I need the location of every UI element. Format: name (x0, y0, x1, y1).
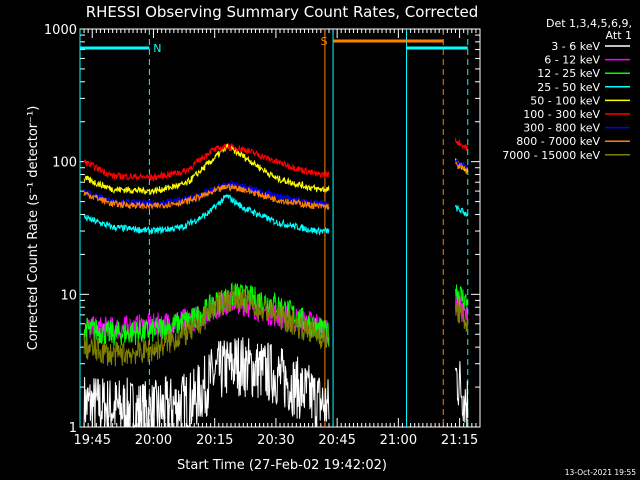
series-line (83, 337, 330, 429)
series-line (83, 142, 330, 183)
series-line (83, 142, 330, 196)
x-tick-label: 20:45 (318, 433, 355, 448)
plot-area: 1 10 100 1000 19:45 20:00 20:15 20:30 20:45 21:00… (44, 23, 481, 448)
y-tick-label: 1 (69, 421, 77, 436)
flag-label: N (153, 42, 161, 55)
series-line (455, 137, 469, 152)
legend-entry-label: 3 - 6 keV (551, 40, 600, 53)
y-tick-label: 10 (60, 288, 77, 303)
x-tick-label: 20:30 (257, 433, 294, 448)
legend-entry-label: 25 - 50 keV (537, 81, 600, 94)
legend-entry-label: 6 - 12 keV (544, 54, 600, 67)
legend-entry-label: 300 - 800 keV (523, 122, 600, 135)
legend-entry-label: 50 - 100 keV (530, 94, 600, 107)
x-tick-label: 21:15 (441, 433, 478, 448)
legend-header-2: Att 1 (606, 29, 632, 42)
chart-title: RHESSI Observing Summary Count Rates, Co… (86, 3, 479, 21)
flag-label: S (321, 35, 328, 48)
x-axis-label: Start Time (27-Feb-02 19:42:02) (177, 458, 387, 473)
legend-entry-label: 7000 - 15000 keV (502, 149, 600, 162)
footer-timestamp: 13-Oct-2021 19:55 (565, 468, 636, 477)
x-tick-label: 21:00 (380, 433, 417, 448)
series-line (455, 204, 469, 217)
y-tick-label: 100 (52, 156, 77, 171)
series-line (455, 299, 469, 332)
series-line (83, 193, 330, 236)
legend-header-1: Det 1,3,4,5,6,9, (546, 17, 632, 30)
y-axis-label: Corrected Count Rate (s⁻¹ detector⁻¹) (26, 106, 41, 351)
series-line (455, 284, 469, 312)
legend-entry-label: 800 - 7000 keV (516, 135, 600, 148)
series-line (83, 183, 330, 210)
series-line (83, 282, 330, 347)
legend-entry-label: 12 - 25 keV (537, 67, 600, 80)
series-line (455, 361, 469, 427)
x-tick-label: 19:45 (74, 433, 111, 448)
y-tick-label: 1000 (44, 23, 77, 38)
series-line (455, 161, 469, 175)
x-tick-label: 20:15 (196, 433, 233, 448)
x-tick-label: 20:00 (135, 433, 172, 448)
series-line (83, 285, 330, 367)
legend-entry-label: 100 - 300 keV (523, 108, 600, 121)
